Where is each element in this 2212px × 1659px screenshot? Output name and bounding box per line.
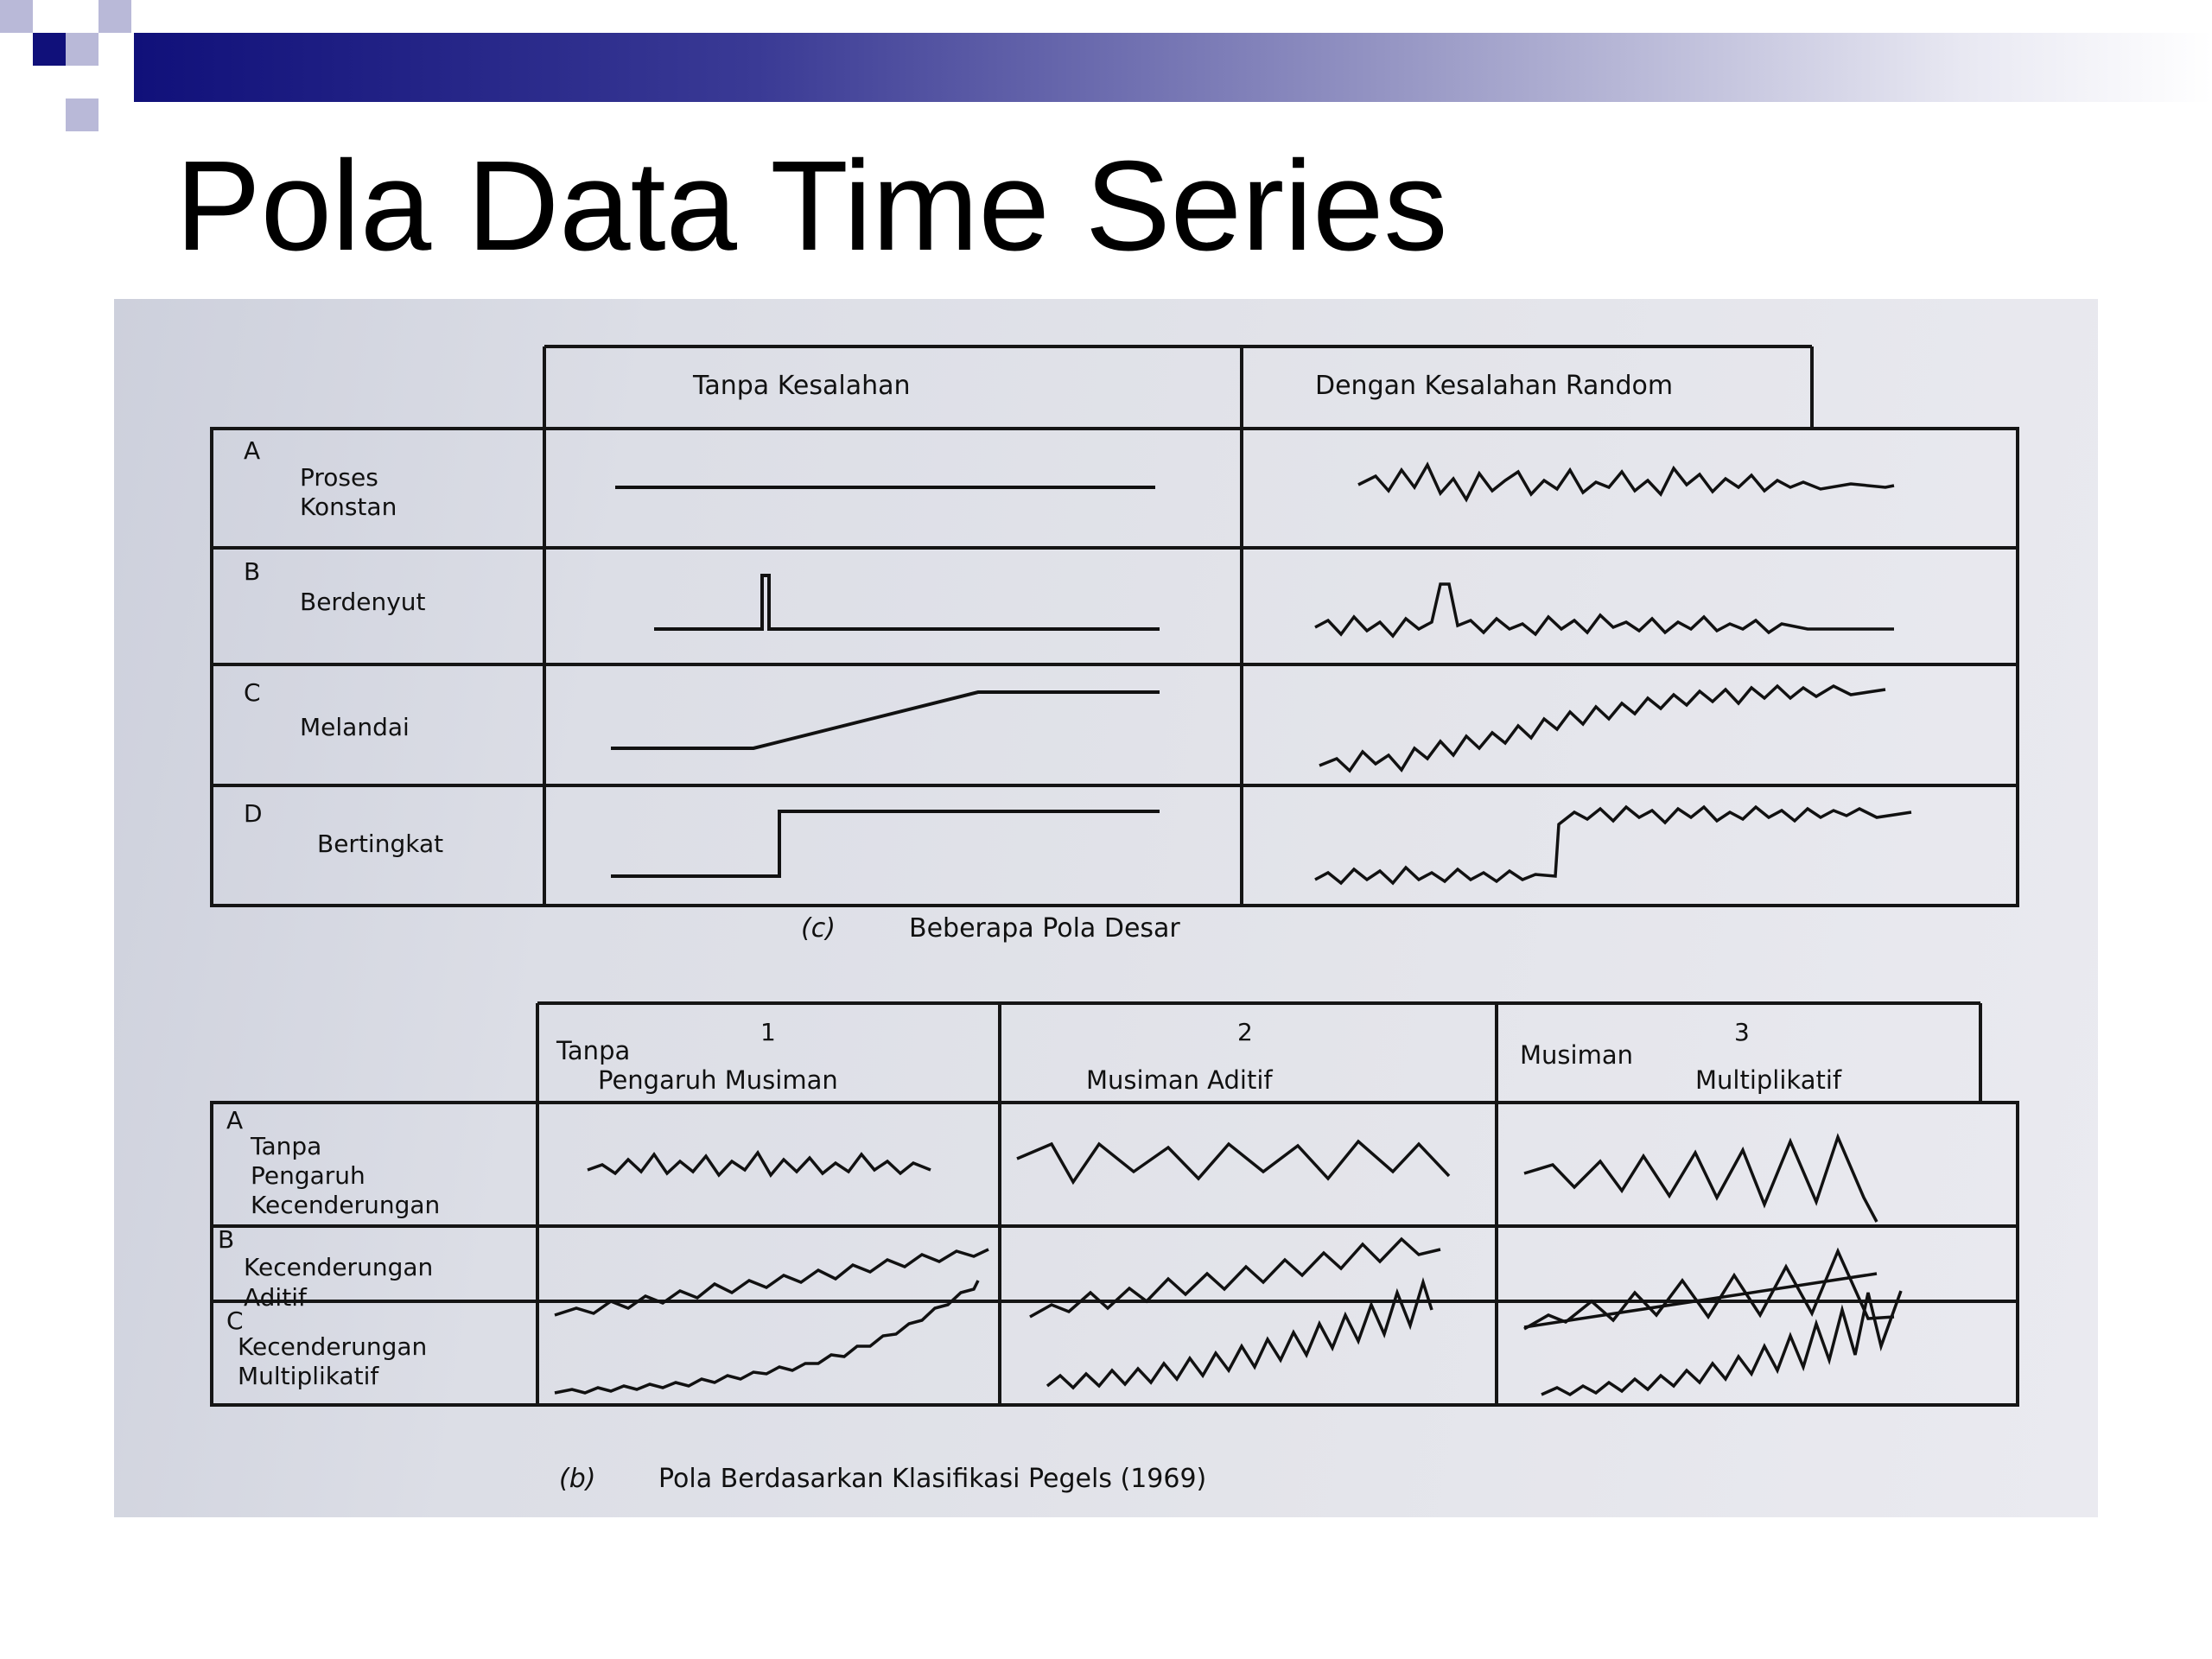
figure-b-header-1-line2: Pengaruh Musiman — [598, 1065, 838, 1095]
figure-b-row-a-line2: Pengaruh — [251, 1161, 365, 1190]
figure-b-header-2: Musiman Aditif — [1086, 1065, 1273, 1095]
curve-c3 — [1541, 1290, 1903, 1397]
scanned-figure: Tanpa Kesalahan Dengan Kesalahan Random … — [114, 299, 2098, 1517]
figure-b-row-c-line2: Multiplikatif — [238, 1362, 379, 1390]
pattern-step-clean — [611, 810, 1160, 878]
figure-a-header-2: Dengan Kesalahan Random — [1315, 371, 1673, 401]
figure-b-row-letter-b: B — [218, 1225, 234, 1254]
figure-b-row-b-line2: Aditif — [244, 1283, 308, 1312]
pattern-ramp-noisy — [1319, 683, 1886, 773]
row-label-c: Melandai — [300, 713, 410, 741]
row-letter-a: A — [244, 436, 260, 465]
figure-b-col-number-2: 2 — [1237, 1018, 1253, 1046]
decor-square-4 — [99, 0, 131, 33]
figure-b-row-c-line1: Kecenderungan — [238, 1332, 427, 1361]
row-label-a-line2: Konstan — [300, 493, 397, 521]
figure-b-caption-tag: (b) — [559, 1464, 595, 1494]
figure-a-caption: Beberapa Pola Desar — [909, 913, 1180, 944]
curve-a2 — [1016, 1139, 1451, 1185]
figure-a-header-1: Tanpa Kesalahan — [692, 371, 911, 401]
figure-svg: Tanpa Kesalahan Dengan Kesalahan Random … — [210, 345, 2019, 1494]
curve-c1 — [554, 1280, 980, 1395]
row-label-b: Berdenyut — [300, 588, 426, 616]
figure-b-row-a-line1: Tanpa — [250, 1132, 321, 1160]
figure-a-clean-patterns — [611, 486, 1160, 878]
figure-a-noisy-patterns — [1314, 461, 1912, 886]
figure-a-caption-tag: (c) — [801, 913, 836, 944]
figure-b-grid — [210, 1001, 2019, 1407]
figure-b-row-b-line1: Kecenderungan — [244, 1253, 433, 1281]
figure-b-caption: Pola Berdasarkan Klasifikasi Pegels (196… — [658, 1464, 1206, 1494]
figure-b-curves — [554, 1133, 1903, 1397]
curve-b1 — [554, 1248, 989, 1317]
pattern-ramp-clean — [611, 690, 1160, 750]
row-letter-d: D — [244, 799, 263, 828]
decor-square-1 — [0, 0, 33, 33]
row-letter-b: B — [244, 557, 260, 586]
curve-b2 — [1029, 1236, 1441, 1319]
curve-b3-trend — [1523, 1272, 1878, 1329]
row-letter-c: C — [244, 678, 261, 707]
curve-a1 — [587, 1149, 931, 1179]
figure-b-col-number-3: 3 — [1734, 1018, 1750, 1046]
figure-b-header-3-line2: Multiplikatif — [1695, 1065, 1842, 1095]
pattern-step-noisy — [1314, 804, 1912, 886]
pattern-pulse-clean — [654, 574, 1160, 631]
curve-a3 — [1523, 1133, 1878, 1223]
figure-b-col-number-1: 1 — [760, 1018, 776, 1046]
decor-square-5 — [66, 99, 99, 131]
slide-title: Pola Data Time Series — [175, 135, 1448, 277]
figure-b-row-letter-a: A — [226, 1106, 243, 1135]
pattern-constant-noisy — [1357, 461, 1895, 503]
figure-b-row-a-line3: Kecenderungan — [251, 1191, 440, 1219]
decor-square-2 — [33, 33, 66, 66]
figure-b-header-1-line1: Tanpa — [556, 1036, 630, 1065]
row-label-a-line1: Proses — [300, 463, 378, 492]
figure-a-grid — [210, 345, 2019, 907]
figure-b-header-3-line1: Musiman — [1520, 1040, 1633, 1070]
curve-c2 — [1046, 1277, 1433, 1390]
decor-square-3 — [66, 33, 99, 66]
row-label-d: Bertingkat — [317, 830, 443, 858]
title-accent-bar — [134, 33, 2212, 102]
figure-b-row-letter-c: C — [226, 1306, 244, 1335]
pattern-pulse-noisy — [1314, 582, 1894, 639]
